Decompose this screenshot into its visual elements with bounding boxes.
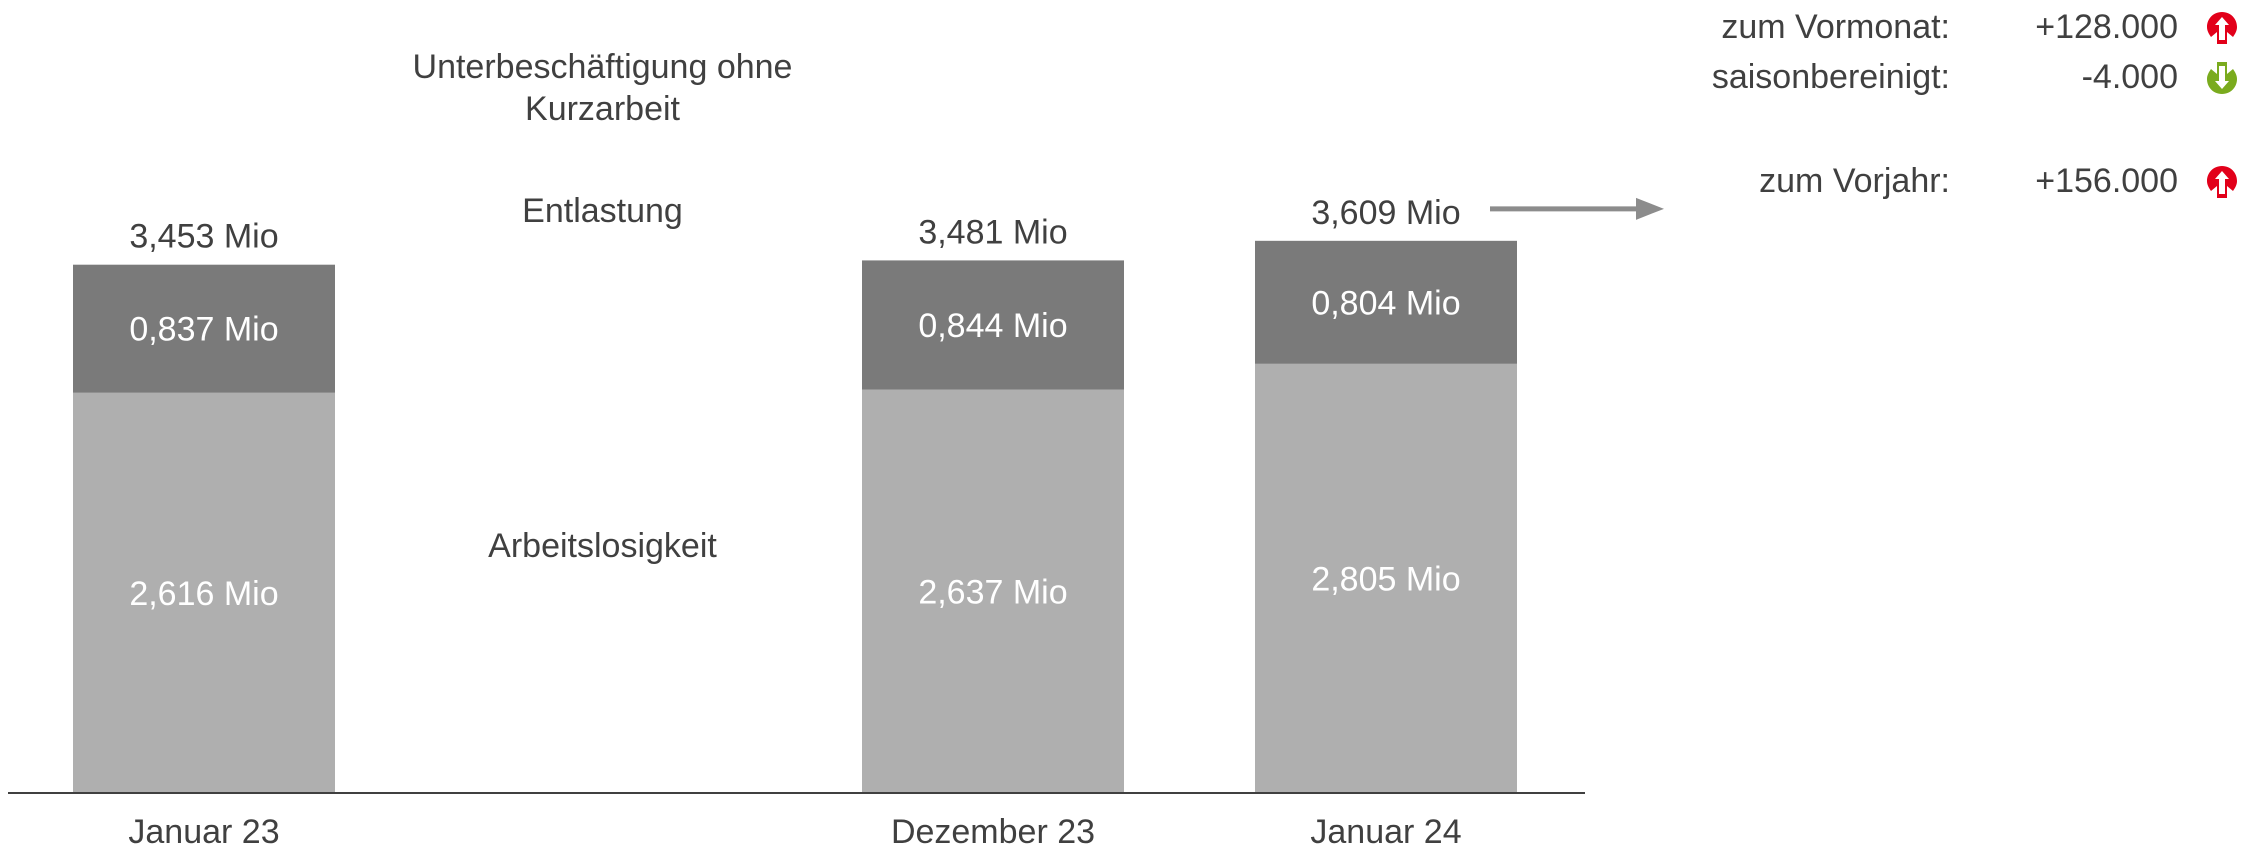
- change-value: +156.000: [2035, 162, 2178, 200]
- total-label: 3,453 Mio: [129, 218, 278, 256]
- bar-segment-entlastung: [862, 260, 1124, 390]
- data-label: 2,616 Mio: [129, 575, 278, 613]
- bar-segment-entlastung: [73, 264, 335, 393]
- legend-label-entlastung: Entlastung: [522, 192, 683, 230]
- legend-label-total-line2: Kurzarbeit: [525, 90, 680, 128]
- arrow-inner-shape: [2215, 17, 2229, 40]
- data-label: 2,637 Mio: [918, 573, 1067, 611]
- change-row-vormonat: zum Vormonat: +128.000: [1650, 8, 2250, 60]
- arrow-up-icon: [2207, 166, 2237, 198]
- change-row-vorjahr: zum Vorjahr: +156.000: [1650, 162, 2250, 214]
- change-label: zum Vorjahr:: [1759, 162, 1950, 200]
- data-label: 2,805 Mio: [1311, 560, 1460, 598]
- data-label: 0,837 Mio: [129, 311, 278, 349]
- arrow-inner-shape: [2215, 171, 2229, 194]
- change-label: saisonbereinigt:: [1711, 58, 1950, 96]
- arrow-inner-shape: [2215, 66, 2229, 89]
- change-row-saisonbereinigt: saisonbereinigt: -4.000: [1650, 58, 2250, 110]
- pointer-arrow-head: [1636, 197, 1664, 220]
- total-label: 3,481 Mio: [918, 213, 1067, 251]
- data-label: 0,804 Mio: [1311, 284, 1460, 322]
- x-tick-label: Januar 24: [1310, 813, 1461, 851]
- arrow-down-icon: [2207, 62, 2237, 94]
- bar-segment-arbeitslosigkeit: [862, 389, 1124, 793]
- data-label: 0,844 Mio: [918, 307, 1067, 345]
- bar-segment-entlastung: [1255, 240, 1517, 364]
- change-label: zum Vormonat:: [1721, 8, 1950, 46]
- bar-segment-arbeitslosigkeit: [1255, 363, 1517, 793]
- x-tick-label: Januar 23: [128, 813, 279, 851]
- arrow-up-icon: [2207, 12, 2237, 44]
- change-value: +128.000: [2035, 8, 2178, 46]
- x-tick-label: Dezember 23: [891, 813, 1095, 851]
- legend-label-total-line1: Unterbeschäftigung ohne: [412, 48, 793, 86]
- bar-segment-arbeitslosigkeit: [73, 392, 335, 793]
- change-value: -4.000: [2081, 58, 2178, 96]
- legend-label-total: Unterbeschäftigung ohne Kurzarbeit: [340, 46, 865, 130]
- total-label: 3,609 Mio: [1311, 194, 1460, 232]
- legend-label-arbeitslosigkeit: Arbeitslosigkeit: [488, 527, 717, 565]
